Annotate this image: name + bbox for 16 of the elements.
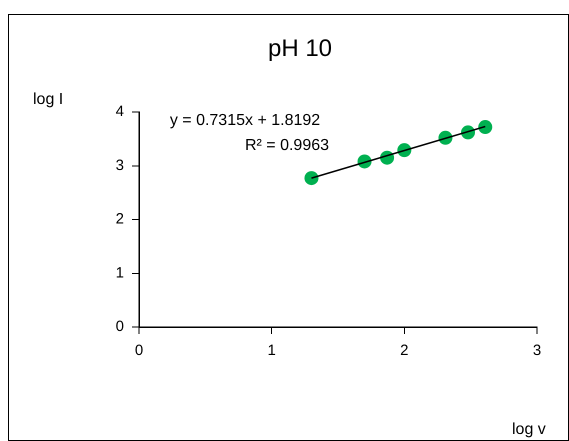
x-tick-label: 2 [400, 342, 409, 360]
point [304, 171, 318, 186]
x-tick-label: 3 [532, 342, 542, 360]
x-tick-label: 0 [134, 342, 144, 360]
annotation: y = 0.7315x + 1.8192 [170, 112, 320, 129]
chart-title: pH 10 [268, 35, 332, 62]
x-axis-title: log v [512, 421, 546, 438]
y-tick-label: 1 [116, 264, 124, 282]
y-tick-label: 0 [116, 318, 124, 336]
annotation: R² = 0.9963 [244, 137, 330, 154]
x-tick-label: 1 [267, 342, 276, 360]
y-tick-label: 4 [116, 103, 124, 120]
y-tick-label: 2 [116, 210, 124, 228]
y-tick-label: 3 [116, 156, 124, 174]
point [478, 120, 492, 134]
y-axis-title: log I [33, 91, 64, 108]
